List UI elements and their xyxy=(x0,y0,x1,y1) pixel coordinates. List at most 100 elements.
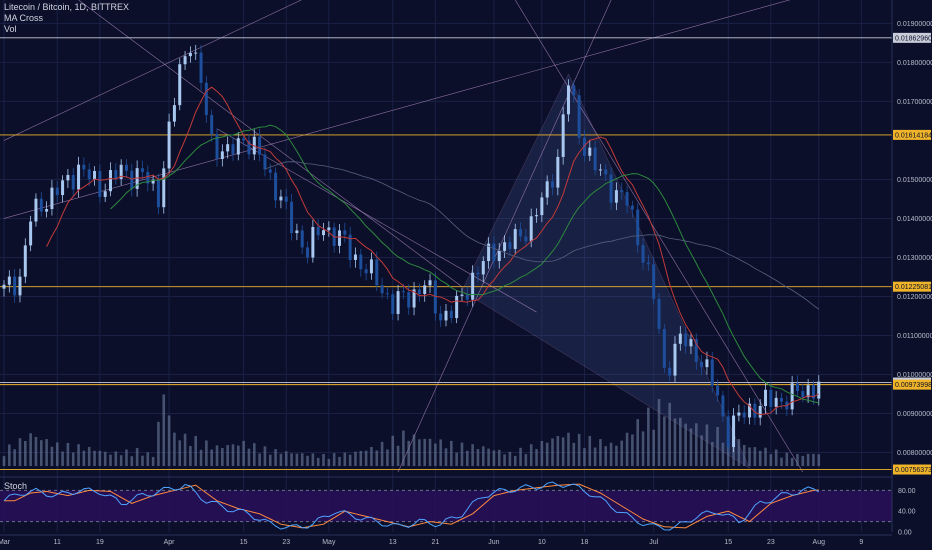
candle-body xyxy=(614,190,618,203)
time-tick-label: 9 xyxy=(859,539,863,546)
volume-bar xyxy=(237,445,240,466)
volume-bar xyxy=(561,437,565,466)
volume-bar xyxy=(327,458,331,466)
candle-body xyxy=(268,169,272,173)
candle-body xyxy=(284,196,288,202)
pattern-triangle xyxy=(461,73,751,469)
volume-bar xyxy=(380,441,384,466)
time-tick-label: 10 xyxy=(538,539,546,546)
volume-bar xyxy=(790,457,794,466)
volume-bar xyxy=(412,434,416,466)
time-tick-label: 18 xyxy=(581,539,589,546)
stoch-label[interactable]: Stoch xyxy=(4,481,28,491)
volume-bar xyxy=(151,456,155,466)
time-tick-label: 19 xyxy=(96,539,104,546)
stoch-band xyxy=(0,490,892,522)
volume-bar xyxy=(796,453,799,466)
candle-body xyxy=(779,397,783,402)
candle-body xyxy=(45,209,49,212)
time-tick-label: Mar xyxy=(0,539,11,546)
candle-body xyxy=(156,179,160,208)
candle-body xyxy=(508,242,512,249)
time-axis: Mar 11 19 Apr 15 23 May 13 21 Jun 10 18 Jul 15 23 Aug 9 xyxy=(0,534,892,546)
price-tick-label: 0.01200000 xyxy=(897,294,932,301)
volume-bar xyxy=(18,438,22,466)
time-tick-label: 23 xyxy=(282,539,290,546)
trend-line xyxy=(514,0,804,473)
stoch-k-line xyxy=(3,481,820,531)
volume-bar xyxy=(785,452,789,466)
candle-body xyxy=(455,295,459,319)
volume-bar xyxy=(737,439,741,466)
volume-bar xyxy=(625,432,629,466)
candle-body xyxy=(503,242,507,251)
candle-body xyxy=(551,181,555,188)
volume-label[interactable]: Vol xyxy=(4,24,17,34)
candle-body xyxy=(369,259,373,274)
volume-bar xyxy=(338,456,341,466)
candle-body xyxy=(178,64,182,106)
candle-body xyxy=(433,280,437,314)
candle-body xyxy=(630,205,634,210)
candle-body xyxy=(7,276,11,285)
candle-body xyxy=(726,416,730,448)
price-tag-label: 0.00973998 xyxy=(895,382,932,389)
volume-bar xyxy=(386,449,389,466)
volume-bar xyxy=(487,448,490,466)
volume-bar xyxy=(391,435,395,466)
candle-body xyxy=(380,285,384,294)
price-tag-label: 0.00756373 xyxy=(895,467,932,474)
volume-bar xyxy=(764,447,767,466)
price-axis: 0.01900000 0.01800000 0.01700000 0.01500000… xyxy=(891,0,932,550)
volume-bar xyxy=(210,449,213,466)
volume-bar xyxy=(476,449,480,466)
volume-bar xyxy=(109,454,112,466)
volume-bar xyxy=(167,415,171,466)
volume-bar xyxy=(407,440,411,466)
ma-cross-label[interactable]: MA Cross xyxy=(4,13,44,23)
candle-body xyxy=(625,192,629,206)
stoch-tick-label: 40.00 xyxy=(898,509,916,516)
candle-body xyxy=(236,138,240,155)
candle-body xyxy=(66,175,70,181)
volume-bar xyxy=(540,440,544,466)
volume-bar xyxy=(450,440,453,466)
price-tick-label: 0.01400000 xyxy=(897,216,932,223)
candle-body xyxy=(657,298,661,329)
volume-bar xyxy=(758,450,762,466)
volume-bar xyxy=(812,453,815,466)
volume-bar xyxy=(615,445,618,466)
volume-bar xyxy=(439,439,442,466)
volume-bar xyxy=(354,451,357,466)
price-tag xyxy=(893,379,931,390)
volume-bar xyxy=(146,452,150,466)
price-tag xyxy=(893,32,931,43)
candle-body xyxy=(2,284,6,289)
volume-bar xyxy=(577,433,581,466)
candle-body xyxy=(77,164,81,190)
volume-bar xyxy=(700,435,703,466)
volume-bar xyxy=(588,436,592,466)
candle-body xyxy=(407,292,411,308)
volume-bar xyxy=(311,453,315,466)
volume-bar xyxy=(205,440,208,466)
volume-bar xyxy=(780,457,783,466)
candle-body xyxy=(348,234,352,260)
volume-bar xyxy=(231,444,235,466)
candle-body xyxy=(764,389,768,406)
volume-bar xyxy=(183,433,187,466)
volume-bar xyxy=(455,452,458,466)
candle-body xyxy=(460,294,464,296)
volume-bar xyxy=(503,454,506,466)
candle-body xyxy=(662,328,666,368)
candle-body xyxy=(375,259,379,286)
volume-bar xyxy=(620,440,624,466)
candle-body xyxy=(604,169,608,175)
price-tick-label: 0.01300000 xyxy=(897,255,932,262)
candle-body xyxy=(668,367,672,376)
volume-bar xyxy=(157,421,160,466)
time-tick-label: Jul xyxy=(649,539,658,546)
price-tick-label: 0.01000000 xyxy=(897,372,932,379)
candle-body xyxy=(556,156,560,188)
